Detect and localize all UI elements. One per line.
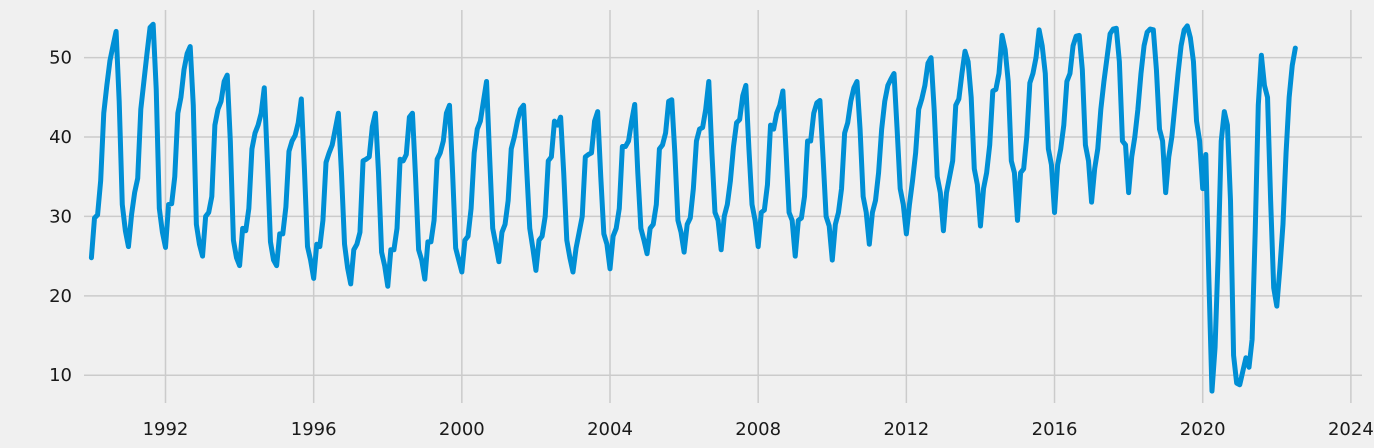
- x-tick-label-2004: 2004: [587, 419, 633, 440]
- series-layer: [88, 21, 1298, 394]
- y-tick-label-40: 40: [49, 127, 72, 148]
- y-tick-label-20: 20: [49, 286, 72, 307]
- y-tick-label-30: 30: [49, 206, 72, 227]
- y-tick-label-50: 50: [49, 48, 72, 69]
- x-tick-label-2020: 2020: [1180, 419, 1226, 440]
- x-tick-label-2016: 2016: [1032, 419, 1078, 440]
- series-line-0: [88, 21, 1298, 394]
- y-axis-tick-labels: 10 20 30 40 50: [49, 48, 72, 387]
- x-tick-label-2000: 2000: [439, 419, 485, 440]
- x-axis-tick-labels: 1992 1996 2000 2004 2008 2012 2016 2020 2024: [143, 419, 1374, 440]
- x-tick-label-2024: 2024: [1328, 419, 1374, 440]
- x-tick-label-2012: 2012: [883, 419, 929, 440]
- x-tick-label-1996: 1996: [291, 419, 337, 440]
- x-gridlines: [164, 10, 1352, 403]
- y-gridlines: [84, 56, 1362, 376]
- y-tick-label-10: 10: [49, 365, 72, 386]
- x-tick-label-2008: 2008: [735, 419, 781, 440]
- x-tick-label-1992: 1992: [143, 419, 189, 440]
